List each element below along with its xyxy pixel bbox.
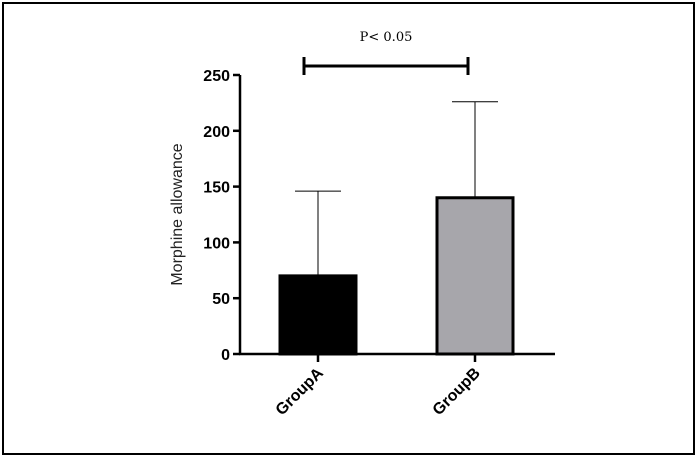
bar-GroupB — [435, 196, 515, 356]
y-tick-label: 50 — [212, 291, 230, 308]
x-tick-label: GroupB — [430, 365, 484, 419]
significance-label: P< 0.05 — [360, 30, 413, 45]
y-tick-label: 250 — [203, 68, 230, 85]
y-tick-label: 100 — [203, 235, 230, 252]
y-tick-label: 200 — [203, 124, 230, 141]
x-axis: GroupA GroupB — [239, 352, 555, 419]
y-tick-label: 0 — [221, 347, 230, 364]
x-tick-label: GroupA — [273, 364, 327, 418]
y-tick-label: 150 — [203, 180, 230, 197]
y-axis-title: Morphine allowance — [169, 143, 186, 285]
significance-bracket: P< 0.05 — [302, 30, 470, 75]
bars — [278, 101, 515, 356]
y-axis: 0 50 100 150 200 250 — [203, 68, 242, 364]
bar-GroupA — [278, 274, 358, 356]
